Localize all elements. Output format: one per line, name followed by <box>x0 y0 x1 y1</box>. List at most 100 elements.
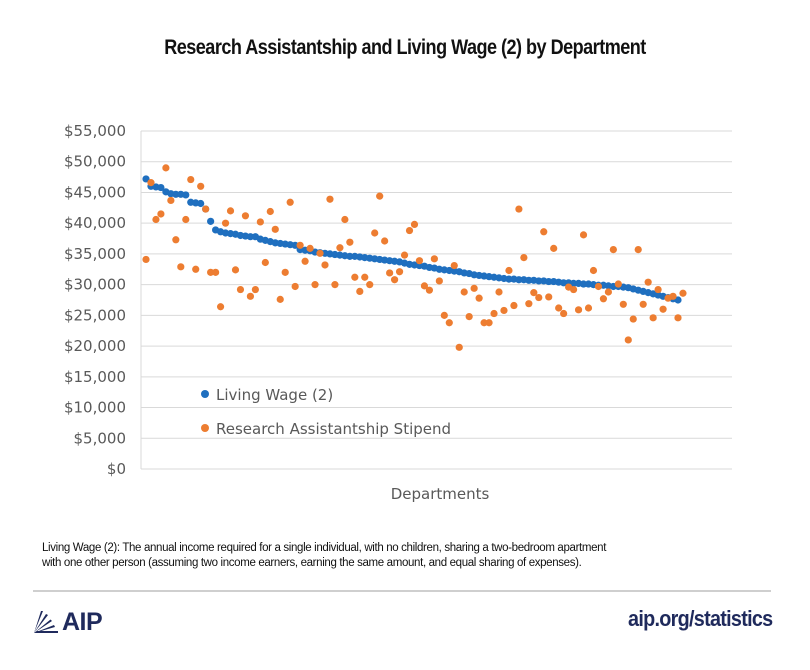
legend-label-living-wage: Living Wage (2) <box>216 386 333 404</box>
living-wage-point <box>569 279 578 288</box>
ra-stipend-point <box>510 301 518 310</box>
ra-stipend-point <box>455 343 463 351</box>
ra-stipend-point <box>197 182 205 190</box>
living-wage-point <box>535 277 543 285</box>
ra-stipend-point <box>356 287 364 295</box>
site-link[interactable]: aip.org/statistics <box>627 606 773 631</box>
ra-stipend-point <box>207 268 215 276</box>
ra-stipend-point <box>192 265 200 273</box>
ra-stipend-point <box>520 253 528 262</box>
living-wage-point <box>246 233 255 241</box>
living-wage-point <box>207 217 215 225</box>
ra-stipend-point <box>445 319 453 327</box>
y-tick-labels: $0 $5,000 $10,000 $15,000 $20,000 $25,000 $30,… <box>64 122 126 478</box>
ra-stipend-point <box>460 288 468 296</box>
ra-stipend-point <box>311 281 319 289</box>
ra-stipend-point <box>216 303 225 311</box>
ra-stipend-point <box>386 269 394 277</box>
ra-stipend-point <box>505 266 513 275</box>
footnote: Living Wage (2): The annual income requi… <box>42 541 762 571</box>
ra-stipend-point <box>674 314 682 322</box>
ra-stipend-point <box>271 225 279 233</box>
living-wage-point <box>505 275 513 283</box>
ra-stipend-point <box>187 175 195 184</box>
ra-stipend-point <box>465 312 473 321</box>
aip-logo[interactable]: AIP <box>33 605 103 639</box>
y-tick-label: $55,000 <box>64 122 126 140</box>
ra-stipend-point <box>550 244 558 252</box>
ra-stipend-point <box>644 278 652 286</box>
ra-stipend-point <box>286 198 294 206</box>
ra-stipend-point <box>560 309 568 318</box>
ra-stipend-point <box>157 210 165 218</box>
ra-stipend-point <box>172 236 180 244</box>
legend-marker-living-wage <box>201 390 209 398</box>
y-tick-label: $15,000 <box>64 368 126 386</box>
series-ra-stipend <box>142 164 687 351</box>
ra-stipend-point <box>470 284 478 292</box>
ra-stipend-point <box>212 268 220 276</box>
ra-stipend-point <box>177 263 185 271</box>
ra-stipend-point <box>276 295 284 303</box>
ra-stipend-point <box>231 266 240 274</box>
ra-stipend-point <box>371 229 379 237</box>
ra-stipend-point <box>679 289 687 297</box>
ra-stipend-point <box>266 207 274 216</box>
living-wage-point <box>545 277 553 286</box>
y-tick-label: $45,000 <box>64 183 126 201</box>
ra-stipend-point <box>361 273 369 281</box>
y-tick-label: $10,000 <box>64 399 126 417</box>
ra-stipend-point <box>579 231 588 239</box>
ra-stipend-point <box>246 292 255 300</box>
ra-stipend-point <box>256 218 264 226</box>
ra-stipend-point <box>301 257 309 265</box>
living-wage-point <box>674 296 682 304</box>
gridlines <box>141 130 732 470</box>
ra-stipend-point <box>381 237 389 245</box>
ra-stipend-point <box>331 281 339 289</box>
ra-stipend-point <box>555 304 563 312</box>
ra-stipend-point <box>147 179 155 187</box>
ra-stipend-point <box>291 282 299 291</box>
y-tick-label: $30,000 <box>64 276 126 294</box>
ra-stipend-point <box>306 244 314 252</box>
ra-stipend-point <box>584 304 593 312</box>
ra-stipend-point <box>500 306 508 315</box>
ra-stipend-point <box>654 285 662 294</box>
ra-stipend-point <box>604 288 612 296</box>
ra-stipend-point <box>495 288 503 296</box>
footer-divider <box>33 590 771 592</box>
ra-stipend-point <box>321 261 329 269</box>
ra-stipend-point <box>450 261 458 270</box>
ra-stipend-point <box>400 251 409 259</box>
y-tick-label: $0 <box>107 460 126 478</box>
living-wage-point <box>142 175 150 183</box>
ra-stipend-point <box>251 285 259 294</box>
ra-stipend-point <box>182 215 190 224</box>
aip-sunburst-icon <box>34 611 58 633</box>
living-wage-point <box>291 241 299 249</box>
ra-stipend-point <box>659 305 667 313</box>
ra-stipend-point <box>624 336 632 344</box>
y-tick-label: $5,000 <box>74 429 127 447</box>
ra-stipend-point <box>236 285 245 294</box>
y-tick-label: $50,000 <box>64 153 126 171</box>
ra-stipend-point <box>535 293 543 302</box>
ra-stipend-point <box>221 219 230 227</box>
x-axis-title: Departments <box>391 485 490 503</box>
ra-stipend-point <box>152 215 160 224</box>
ra-stipend-point <box>376 192 384 200</box>
ra-stipend-point <box>619 300 627 308</box>
ra-stipend-point <box>609 246 617 254</box>
ra-stipend-point <box>475 294 483 302</box>
living-wage-point <box>525 276 533 284</box>
ra-stipend-point <box>241 212 250 220</box>
ra-stipend-point <box>480 319 488 327</box>
y-tick-label: $40,000 <box>64 214 126 232</box>
footnote-line-1: Living Wage (2): The annual income requi… <box>42 542 607 554</box>
living-wage-point <box>172 190 180 198</box>
ra-stipend-point <box>410 220 419 229</box>
living-wage-point <box>579 280 588 288</box>
ra-stipend-point <box>430 255 438 263</box>
ra-stipend-point <box>425 286 434 294</box>
